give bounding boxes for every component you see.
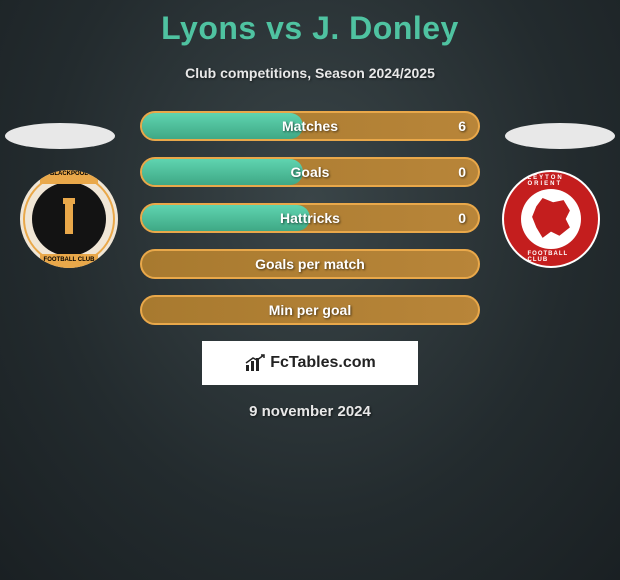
brand-chart-icon — [244, 354, 266, 372]
stat-row: Hattricks 0 — [140, 203, 480, 233]
date-text: 9 november 2024 — [0, 403, 620, 420]
stat-label: Goals — [291, 164, 330, 180]
club-left-ribbon-bottom: FOOTBALL CLUB — [40, 254, 98, 268]
page-title: Lyons vs J. Donley — [0, 0, 620, 47]
stat-value-right: 0 — [458, 210, 466, 226]
club-left-ribbon-top: BLACKPOOL — [40, 170, 98, 184]
subtitle: Club competitions, Season 2024/2025 — [0, 65, 620, 81]
stat-fill-left — [142, 159, 303, 185]
stat-row: Min per goal — [140, 295, 480, 325]
club-right-ring-top: LEYTON ORIENT — [528, 175, 575, 187]
stat-value-right: 0 — [458, 164, 466, 180]
club-right-ring-bottom: FOOTBALL CLUB — [528, 251, 575, 263]
stat-fill-left — [142, 113, 303, 139]
stat-label: Matches — [282, 118, 338, 134]
stat-value-right: 6 — [458, 118, 466, 134]
stat-row: Matches 6 — [140, 111, 480, 141]
player-right-avatar-placeholder — [505, 123, 615, 149]
club-left-tower-icon — [65, 204, 73, 234]
club-badge-left: BLACKPOOL FOOTBALL CLUB — [20, 170, 118, 268]
stat-label: Hattricks — [280, 210, 340, 226]
player-left-avatar-placeholder — [5, 123, 115, 149]
brand-name: FcTables.com — [270, 354, 376, 372]
stat-label: Goals per match — [255, 256, 365, 272]
stat-row: Goals per match — [140, 249, 480, 279]
brand-attribution[interactable]: FcTables.com — [202, 341, 418, 385]
club-right-dragon-icon — [530, 198, 572, 240]
stat-row: Goals 0 — [140, 157, 480, 187]
stat-label: Min per goal — [269, 302, 351, 318]
club-badge-right: LEYTON ORIENT FOOTBALL CLUB — [502, 170, 600, 268]
stats-container: Matches 6 Goals 0 Hattricks 0 Goals per match M… — [140, 111, 480, 325]
